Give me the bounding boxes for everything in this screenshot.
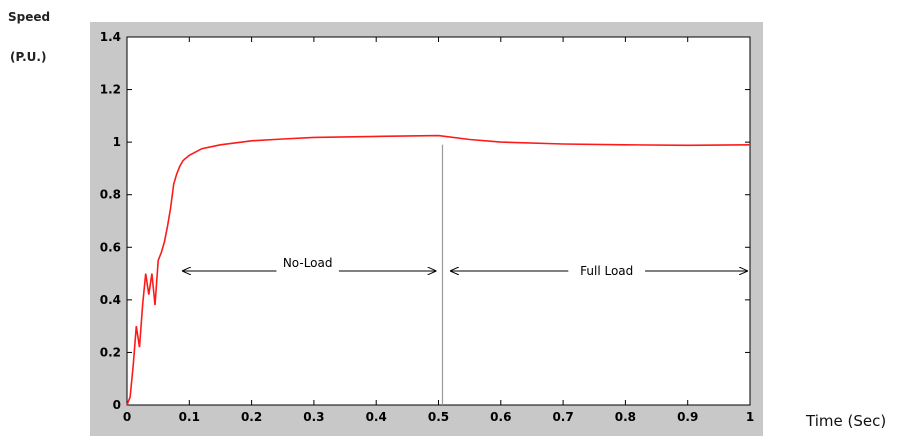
x-tick-label: 0 <box>123 410 131 424</box>
plot-area <box>126 36 751 406</box>
y-axis-label-line-2: (P.U.) <box>10 50 47 64</box>
annotation-label: No-Load <box>283 256 333 270</box>
x-tick-label: 0.2 <box>241 410 262 424</box>
y-tick-label: 0.2 <box>100 345 121 359</box>
x-axis-label: Time (Sec) <box>806 412 887 430</box>
annotation-label: Full Load <box>580 264 633 278</box>
x-tick-label: 0.1 <box>179 410 200 424</box>
x-tick-label: 0.3 <box>303 410 324 424</box>
x-tick-label: 0.4 <box>366 410 387 424</box>
series-layer <box>126 134 751 406</box>
y-tick-label: 1.2 <box>100 83 121 97</box>
x-tick-label: 0.6 <box>490 410 511 424</box>
y-tick-label: 0.6 <box>100 240 121 254</box>
x-tick-label: 0.5 <box>428 410 449 424</box>
x-tick-label: 0.7 <box>552 410 573 424</box>
y-tick-label: 0.4 <box>100 293 121 307</box>
y-tick-label: 1.4 <box>100 30 121 44</box>
annotations: No-Load Full Load <box>183 256 747 278</box>
x-tick-label: 1 <box>746 410 754 424</box>
x-tick-label: 0.8 <box>615 410 636 424</box>
y-axis-label-line-1: Speed <box>8 10 51 24</box>
tick-labels: 0 0.1 0.2 0.3 0.4 0.5 0.6 0.7 0.8 0.9 1 0 0.2 0.4 0.6 0… <box>100 30 754 424</box>
y-tick-label: 1 <box>113 135 121 149</box>
speed-series-line <box>126 134 751 406</box>
y-tick-label: 0 <box>113 398 121 412</box>
axis-ticks <box>126 36 751 406</box>
x-tick-label: 0.9 <box>677 410 698 424</box>
y-tick-label: 0.8 <box>100 188 121 202</box>
